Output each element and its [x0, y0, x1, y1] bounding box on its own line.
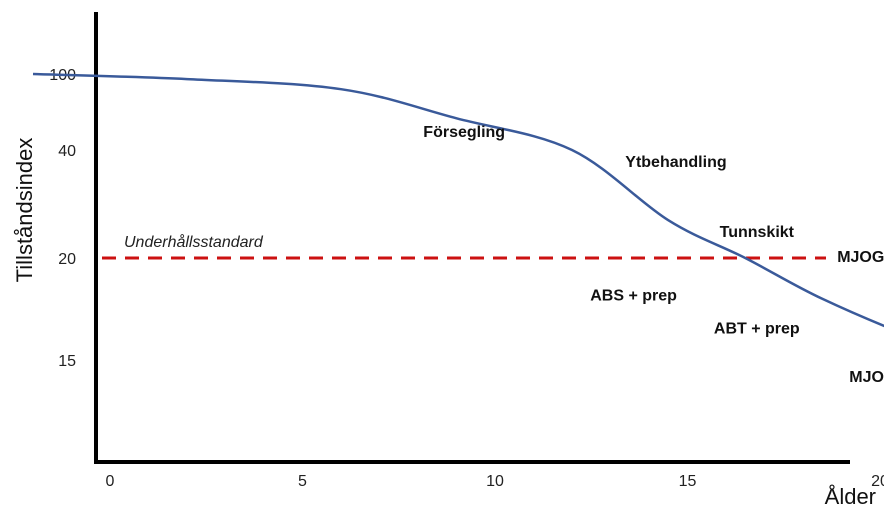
x-tick-label: 20 — [871, 473, 884, 490]
annotation-label: MJOG + prep — [849, 369, 884, 386]
annotation-label: Ytbehandling — [625, 154, 726, 171]
annotation-label: ABS + prep — [590, 288, 677, 305]
annotation-label: ABT + prep — [714, 320, 800, 337]
y-axis-title: Tillståndsindex — [12, 138, 37, 283]
annotation-label: Tunnskikt — [720, 224, 795, 241]
x-tick-label: 0 — [106, 473, 115, 490]
x-tick-label: 5 — [298, 473, 307, 490]
y-tick-label: 20 — [58, 251, 76, 268]
annotation-label: MJOG — [837, 249, 884, 266]
annotation-label: Försegling — [423, 124, 505, 141]
x-tick-label: 15 — [679, 473, 697, 490]
y-tick-label: 15 — [58, 353, 76, 370]
x-axis-title: Ålder — [825, 484, 876, 509]
condition-curve — [32, 72, 884, 328]
y-tick-label: 40 — [58, 143, 76, 160]
reference-line-label: Underhållsstandard — [124, 233, 264, 251]
x-tick-label: 10 — [486, 473, 504, 490]
